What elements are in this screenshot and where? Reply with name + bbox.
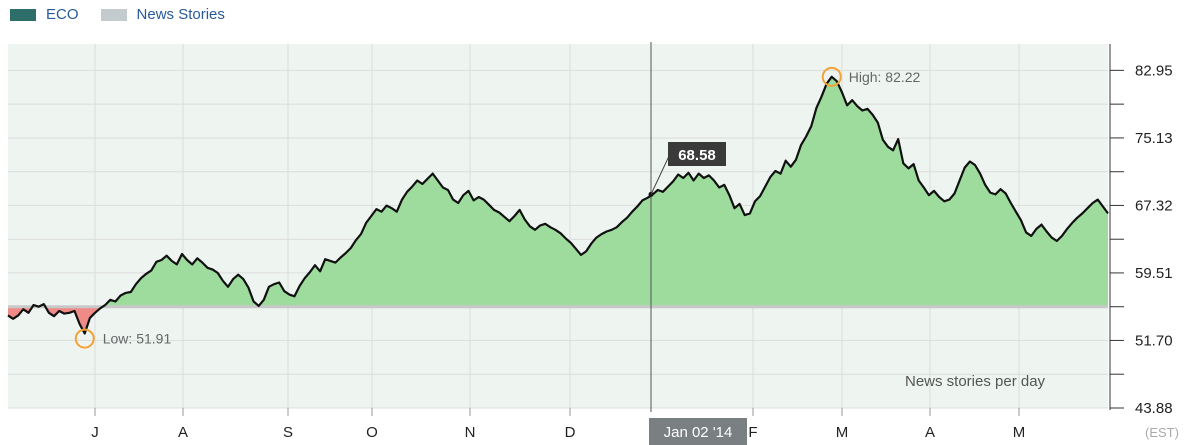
x-month-label: J: [91, 424, 99, 441]
y-tick-label: 43.88: [1135, 400, 1173, 417]
y-tick-label: 59.51: [1135, 265, 1173, 282]
x-month-label: A: [925, 424, 935, 441]
high-marker: [821, 66, 842, 87]
legend-swatch-news: [100, 8, 127, 21]
crosshair-value-box: [668, 142, 726, 166]
x-month-label: A: [178, 424, 188, 441]
x-month-label: D: [565, 424, 576, 441]
y-tick-label: 82.95: [1135, 62, 1173, 79]
price-line: [7, 75, 1109, 335]
x-month-label: M: [1013, 424, 1026, 441]
legend-label-eco: ECO: [46, 6, 79, 23]
legend-swatch-eco: [10, 8, 36, 21]
legend-label-news: News Stories: [136, 6, 225, 23]
timezone-label: (EST): [1145, 425, 1179, 440]
legend-item-news-stories[interactable]: News Stories: [100, 6, 225, 23]
x-month-label: M: [836, 424, 849, 441]
crosshair-date-label: Jan 02 '14: [664, 424, 733, 441]
x-month-label: O: [366, 424, 378, 441]
x-month-label: S: [283, 424, 293, 441]
high-label: High: 82.22: [849, 69, 921, 85]
news-annotation: News stories per day: [905, 373, 1046, 390]
low-label: Low: 51.91: [103, 331, 172, 347]
x-month-label: F: [748, 424, 757, 441]
crosshair-value-label: 68.58: [678, 147, 716, 164]
x-month-label: N: [465, 424, 476, 441]
area-above-baseline: [8, 76, 1108, 307]
y-tick-label: 67.32: [1135, 197, 1173, 214]
y-tick-label: 75.13: [1135, 130, 1173, 147]
low-marker: [74, 328, 95, 349]
legend: ECO News Stories: [10, 6, 247, 23]
crosshair-connector: [650, 153, 671, 195]
legend-item-eco[interactable]: ECO: [10, 6, 79, 23]
y-tick-label: 51.70: [1135, 332, 1173, 349]
crosshair-date-box: [649, 418, 747, 445]
area-below-baseline: [8, 306, 103, 334]
